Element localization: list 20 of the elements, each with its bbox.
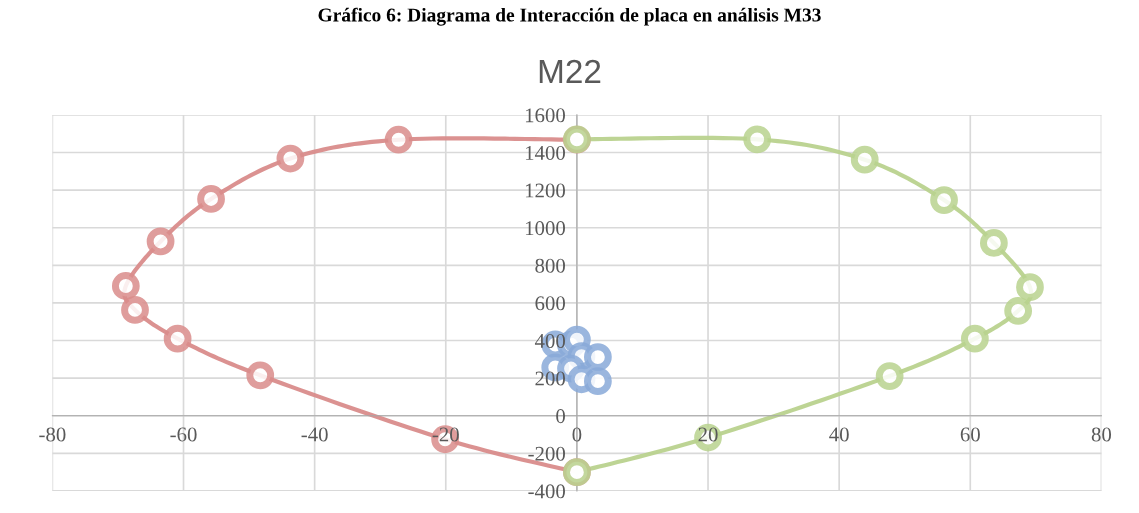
y-tick-label: -400 [528,484,565,499]
x-tick-label: 40 [829,427,849,442]
x-tick-label: 0 [572,427,582,442]
y-tick-label: 1200 [525,183,565,198]
x-tick-label: -40 [301,427,328,442]
y-tick-label: 1000 [525,221,565,236]
x-tick-label: 60 [960,427,980,442]
x-tick-label: 80 [1091,427,1112,442]
y-tick-label: 600 [535,296,565,311]
chart-subtitle: M22 [539,59,601,83]
y-tick-label: 0 [556,409,565,424]
y-tick-label: 400 [534,333,565,348]
y-tick-label: 800 [535,258,565,273]
x-tick-label: -80 [39,427,66,442]
y-tick-label: -200 [528,446,565,461]
x-tick-label: -60 [170,427,197,442]
chart-title: Gráfico 6: Diagrama de Interacción de placa en análisis M33 [318,7,821,26]
x-tick-label: 20 [698,427,718,442]
y-tick-label: 1600 [525,108,565,123]
y-tick-label: 1400 [525,145,565,160]
